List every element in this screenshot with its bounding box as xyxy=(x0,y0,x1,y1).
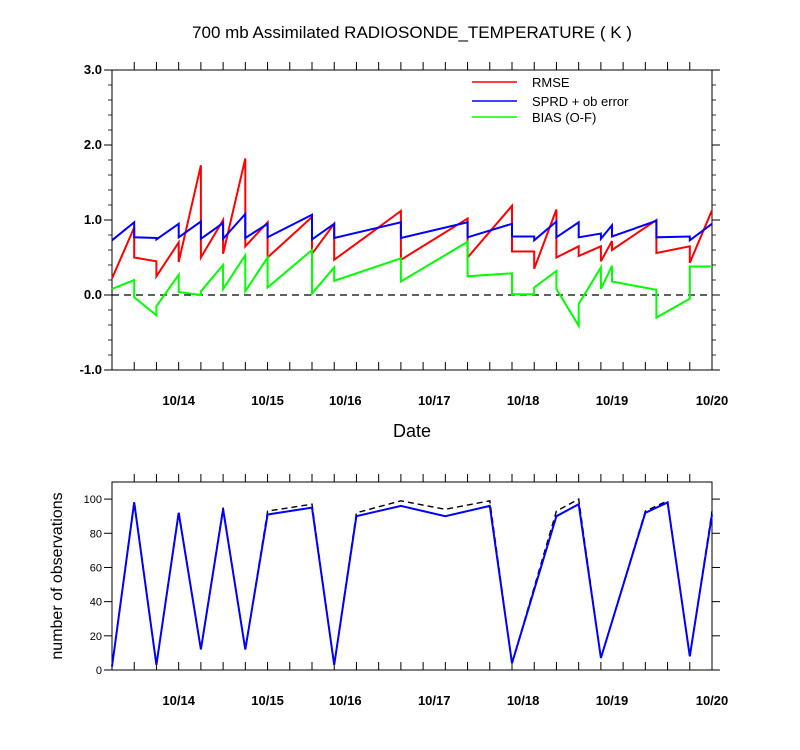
top-x-tick-label: 10/20 xyxy=(696,393,729,408)
bottom-ticks xyxy=(104,474,720,671)
bottom-y-tick-label: 40 xyxy=(90,597,102,609)
top-series-rmse xyxy=(111,158,713,280)
top-y-tick-labels: -1.0 0.0 1.0 2.0 3.0 xyxy=(80,62,102,377)
legend-label-rmse: RMSE xyxy=(532,75,570,90)
top-y-tick-label: 2.0 xyxy=(84,137,102,152)
top-y-tick-label: 0.0 xyxy=(84,287,102,302)
top-x-tick-label: 10/19 xyxy=(596,393,629,408)
top-x-tick-label: 10/18 xyxy=(507,393,540,408)
top-x-tick-labels: 10/14 10/15 10/16 10/17 10/18 10/19 10/20 xyxy=(162,393,728,408)
bottom-x-tick-label: 10/15 xyxy=(251,693,284,708)
bottom-x-tick-label: 10/14 xyxy=(162,693,195,708)
legend-label-sprd: SPRD + ob error xyxy=(532,94,629,109)
top-plot-frame xyxy=(111,69,713,371)
bottom-y-tick-label: 60 xyxy=(90,562,102,574)
top-x-tick-label: 10/17 xyxy=(418,393,451,408)
top-series xyxy=(111,158,713,330)
bottom-plot-frame xyxy=(111,481,713,671)
top-x-tick-label: 10/16 xyxy=(329,393,362,408)
bottom-y-tick-label: 80 xyxy=(90,528,102,540)
top-ticks xyxy=(104,62,720,371)
top-series-bias-o-f xyxy=(111,240,712,330)
top-y-tick-label: 1.0 xyxy=(84,212,102,227)
top-y-tick-label: -1.0 xyxy=(80,362,102,377)
bottom-series xyxy=(111,498,713,667)
bottom-x-tick-label: 10/18 xyxy=(507,693,540,708)
bottom-x-tick-label: 10/19 xyxy=(596,693,629,708)
bottom-x-tick-labels: 10/14 10/15 10/16 10/17 10/18 10/19 10/20 xyxy=(162,693,728,708)
top-series-sprd-ob-error xyxy=(111,211,713,243)
chart-title: 700 mb Assimilated RADIOSONDE_TEMPERATUR… xyxy=(192,23,632,42)
top-panel: -1.00.01.02.03.0 10/14 10/15 10/16 10/17 10/… xyxy=(80,62,728,441)
x-axis-label: Date xyxy=(393,421,431,441)
bottom-x-tick-label: 10/16 xyxy=(329,693,362,708)
bottom-x-tick-label: 10/20 xyxy=(696,693,729,708)
bottom-y-tick-labels: 0 20 40 60 80 100 xyxy=(84,494,102,677)
bottom-y-tick-label: 0 xyxy=(96,665,102,677)
bottom-x-tick-label: 10/17 xyxy=(418,693,451,708)
top-x-tick-label: 10/14 xyxy=(162,393,195,408)
bottom-y-tick-label: 100 xyxy=(84,494,102,506)
bottom-series-assimilated-observations xyxy=(111,501,713,667)
top-x-tick-label: 10/15 xyxy=(251,393,284,408)
bottom-y-tick-label: 20 xyxy=(90,631,102,643)
legend: RMSE SPRD + ob error BIAS (O-F) xyxy=(472,75,629,125)
y-axis-label-observations: number of observations xyxy=(49,492,66,659)
legend-label-bias: BIAS (O-F) xyxy=(532,110,596,125)
top-y-tick-label: 3.0 xyxy=(84,62,102,77)
